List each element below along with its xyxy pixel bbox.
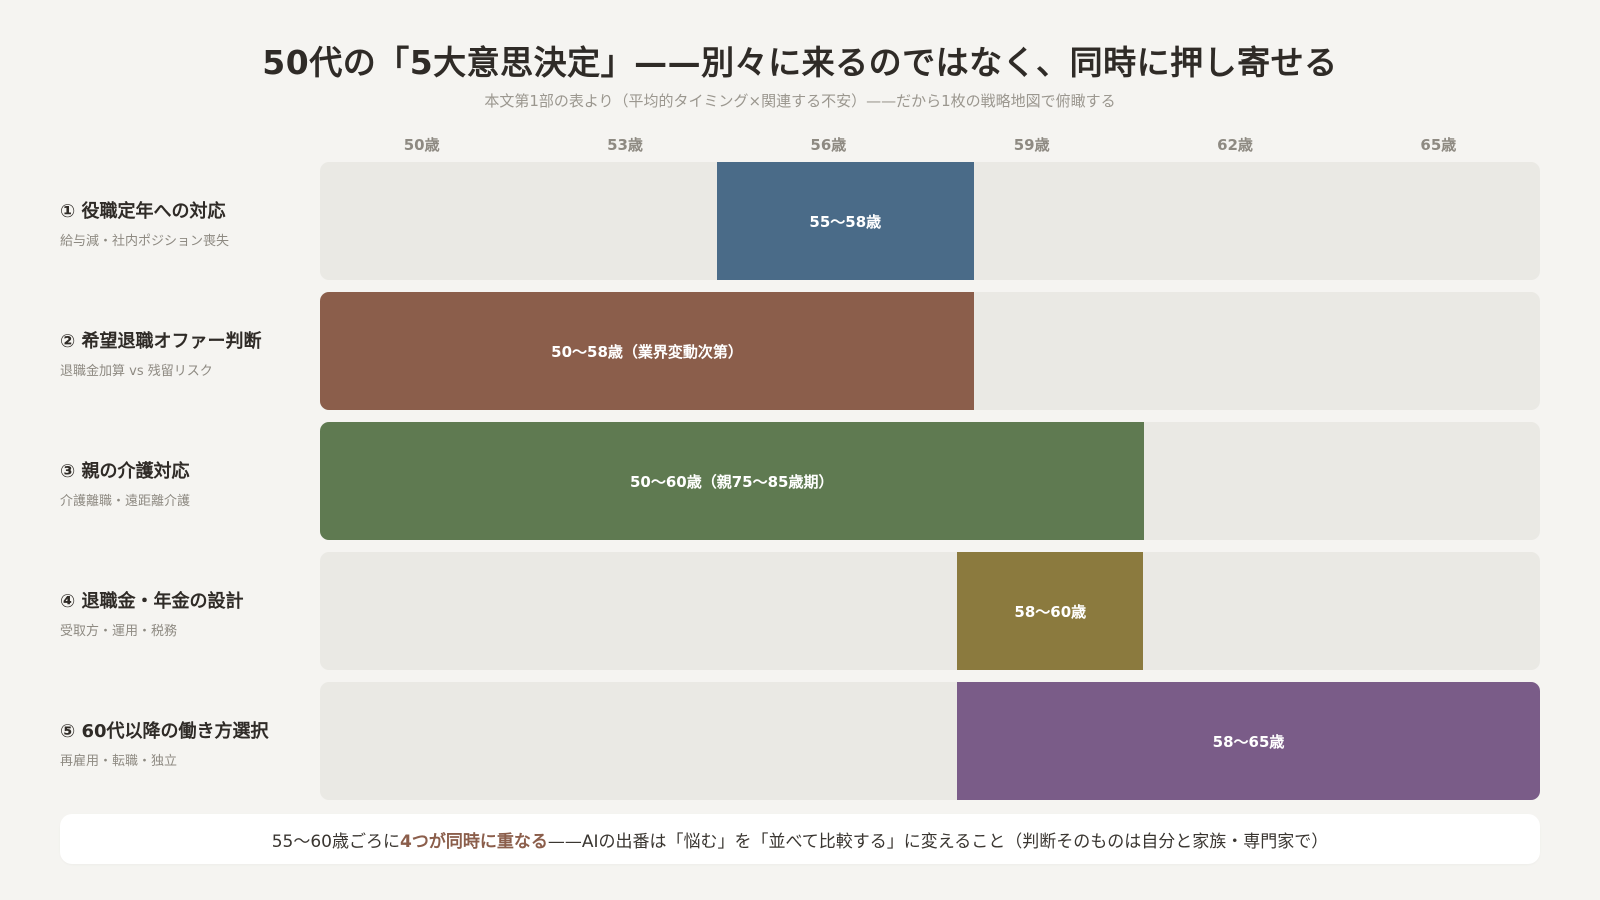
range-bar-label: 55〜58歳 <box>809 212 882 231</box>
range-bar: 58〜65歳 <box>957 682 1540 800</box>
range-bar-label: 58〜60歳 <box>1014 602 1087 621</box>
x-tick-label: 53歳 <box>607 136 643 154</box>
row-subtitle: 介護離職・遠距離介護 <box>60 494 191 509</box>
row-title: ① 役職定年への対応 <box>60 201 226 222</box>
row-title: ④ 退職金・年金の設計 <box>60 591 244 612</box>
x-tick-label: 62歳 <box>1217 136 1253 154</box>
footer-note: 55〜60歳ごろに 4つが同時に重なる ——AIの出番は「悩む」を「並べて比較する」… <box>60 814 1540 864</box>
chart-subtitle: 本文第1部の表より（平均的タイミング×関連する不安）——だから1枚の戦略地図で俯… <box>484 92 1116 110</box>
row-subtitle: 受取方・運用・税務 <box>60 624 178 639</box>
x-tick-label: 65歳 <box>1420 136 1457 154</box>
row-label: ① 役職定年への対応給与減・社内ポジション喪失 <box>60 197 310 249</box>
row-title: ⑤ 60代以降の働き方選択 <box>60 721 269 742</box>
range-bar: 58〜60歳 <box>957 552 1144 670</box>
footer-highlight: 4つが同時に重なる <box>399 831 548 852</box>
range-bar-label: 50〜60歳（親75〜85歳期） <box>630 472 834 491</box>
range-bar-label: 50〜58歳（業界変動次第） <box>551 342 743 361</box>
timeline-track: 58〜65歳 <box>320 682 1540 800</box>
timeline-track: 58〜60歳 <box>320 552 1540 670</box>
timeline-track: 55〜58歳 <box>320 162 1540 280</box>
x-axis-ticks: 50歳 53歳 56歳 59歳 62歳 65歳 <box>0 134 1600 154</box>
footer-prefix: 55〜60歳ごろに <box>271 831 400 852</box>
footer-suffix: ——AIの出番は「悩む」を「並べて比較する」に変えること（判断そのものは自分と家… <box>547 831 1329 852</box>
row-title: ② 希望退職オファー判断 <box>60 331 262 352</box>
row-subtitle: 再雇用・転職・独立 <box>60 754 178 769</box>
range-bar: 55〜58歳 <box>716 162 975 280</box>
x-tick-label: 59歳 <box>1013 136 1050 154</box>
x-tick-label: 56歳 <box>810 136 847 154</box>
row-subtitle: 退職金加算 vs 残留リスク <box>60 364 213 379</box>
row-title: ③ 親の介護対応 <box>60 461 190 482</box>
range-bar-label: 58〜65歳 <box>1212 732 1285 751</box>
chart-title: 50代の「5大意思決定」——別々に来るのではなく、同時に押し寄せる <box>262 43 1338 82</box>
timeline-track: 50〜58歳（業界変動次第） <box>320 292 1540 410</box>
row-label: ⑤ 60代以降の働き方選択再雇用・転職・独立 <box>60 717 310 769</box>
row-subtitle: 給与減・社内ポジション喪失 <box>60 234 230 249</box>
row-label: ③ 親の介護対応介護離職・遠距離介護 <box>60 457 310 509</box>
timeline-track: 50〜60歳（親75〜85歳期） <box>320 422 1540 540</box>
row-label: ④ 退職金・年金の設計受取方・運用・税務 <box>60 587 310 639</box>
row-label: ② 希望退職オファー判断退職金加算 vs 残留リスク <box>60 327 310 379</box>
range-bar: 50〜58歳（業界変動次第） <box>320 292 975 410</box>
range-bar: 50〜60歳（親75〜85歳期） <box>320 422 1144 540</box>
x-tick-label: 50歳 <box>403 136 440 154</box>
